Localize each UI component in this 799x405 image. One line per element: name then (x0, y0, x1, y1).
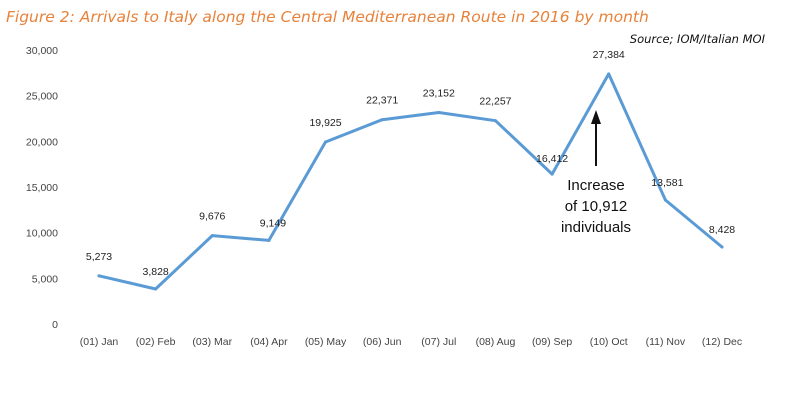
data-point (154, 287, 158, 291)
data-point (663, 198, 667, 202)
data-point (607, 72, 611, 76)
x-tick-label: (12) Dec (702, 336, 742, 348)
data-point (493, 119, 497, 123)
y-tick-label: 10,000 (26, 228, 58, 240)
data-point (267, 238, 271, 242)
data-point (324, 140, 328, 144)
data-label: 5,273 (86, 251, 112, 263)
chart-title: Figure 2: Arrivals to Italy along the Ce… (6, 8, 649, 26)
data-point (720, 245, 724, 249)
series-line (97, 72, 724, 291)
y-axis: 0 5,000 10,000 15,000 20,000 25,000 30,000 (26, 45, 58, 331)
chart-source: Source; IOM/Italian MOI (629, 32, 765, 46)
x-tick-label: (08) Aug (476, 336, 516, 348)
y-tick-label: 15,000 (26, 182, 58, 194)
data-point (210, 234, 214, 238)
data-point (380, 118, 384, 122)
annotation-text-line: individuals (561, 219, 631, 236)
data-label: 22,371 (366, 95, 398, 107)
x-tick-label: (09) Sep (532, 336, 572, 348)
x-tick-label: (07) Jul (421, 336, 456, 348)
data-label: 13,581 (651, 177, 683, 189)
data-label: 8,428 (709, 224, 735, 236)
x-tick-label: (06) Jun (363, 336, 402, 348)
data-point (437, 111, 441, 115)
data-label: 19,925 (309, 117, 341, 129)
data-point (550, 172, 554, 176)
data-label: 23,152 (423, 88, 455, 100)
x-tick-label: (03) Mar (192, 336, 232, 348)
y-tick-label: 25,000 (26, 91, 58, 103)
x-tick-label: (05) May (305, 336, 347, 348)
data-label: 16,412 (536, 153, 568, 165)
y-tick-label: 30,000 (26, 45, 58, 57)
y-tick-label: 5,000 (32, 273, 58, 285)
data-label: 27,384 (593, 49, 625, 61)
data-labels: 5,273 3,828 9,676 9,149 19,925 22,371 23,152 22… (86, 49, 735, 278)
annotation: Increase of 10,912 individuals (561, 110, 631, 236)
data-label: 9,676 (199, 211, 225, 223)
y-tick-label: 0 (52, 319, 58, 331)
y-tick-label: 20,000 (26, 136, 58, 148)
x-tick-label: (10) Oct (590, 336, 628, 348)
data-label: 22,257 (479, 96, 511, 108)
x-tick-label: (02) Feb (136, 336, 176, 348)
x-axis: (01) Jan (02) Feb (03) Mar (04) Apr (05) May… (80, 336, 742, 348)
data-label: 9,149 (260, 217, 286, 229)
data-label: 3,828 (142, 266, 168, 278)
annotation-text-line: of 10,912 (565, 198, 628, 215)
series-layer (97, 72, 724, 291)
x-tick-label: (11) Nov (646, 336, 686, 348)
annotation-arrowhead (591, 110, 601, 124)
x-tick-label: (04) Apr (250, 336, 288, 348)
x-tick-label: (01) Jan (80, 336, 119, 348)
data-point (97, 274, 101, 278)
annotation-text-line: Increase (567, 177, 625, 194)
